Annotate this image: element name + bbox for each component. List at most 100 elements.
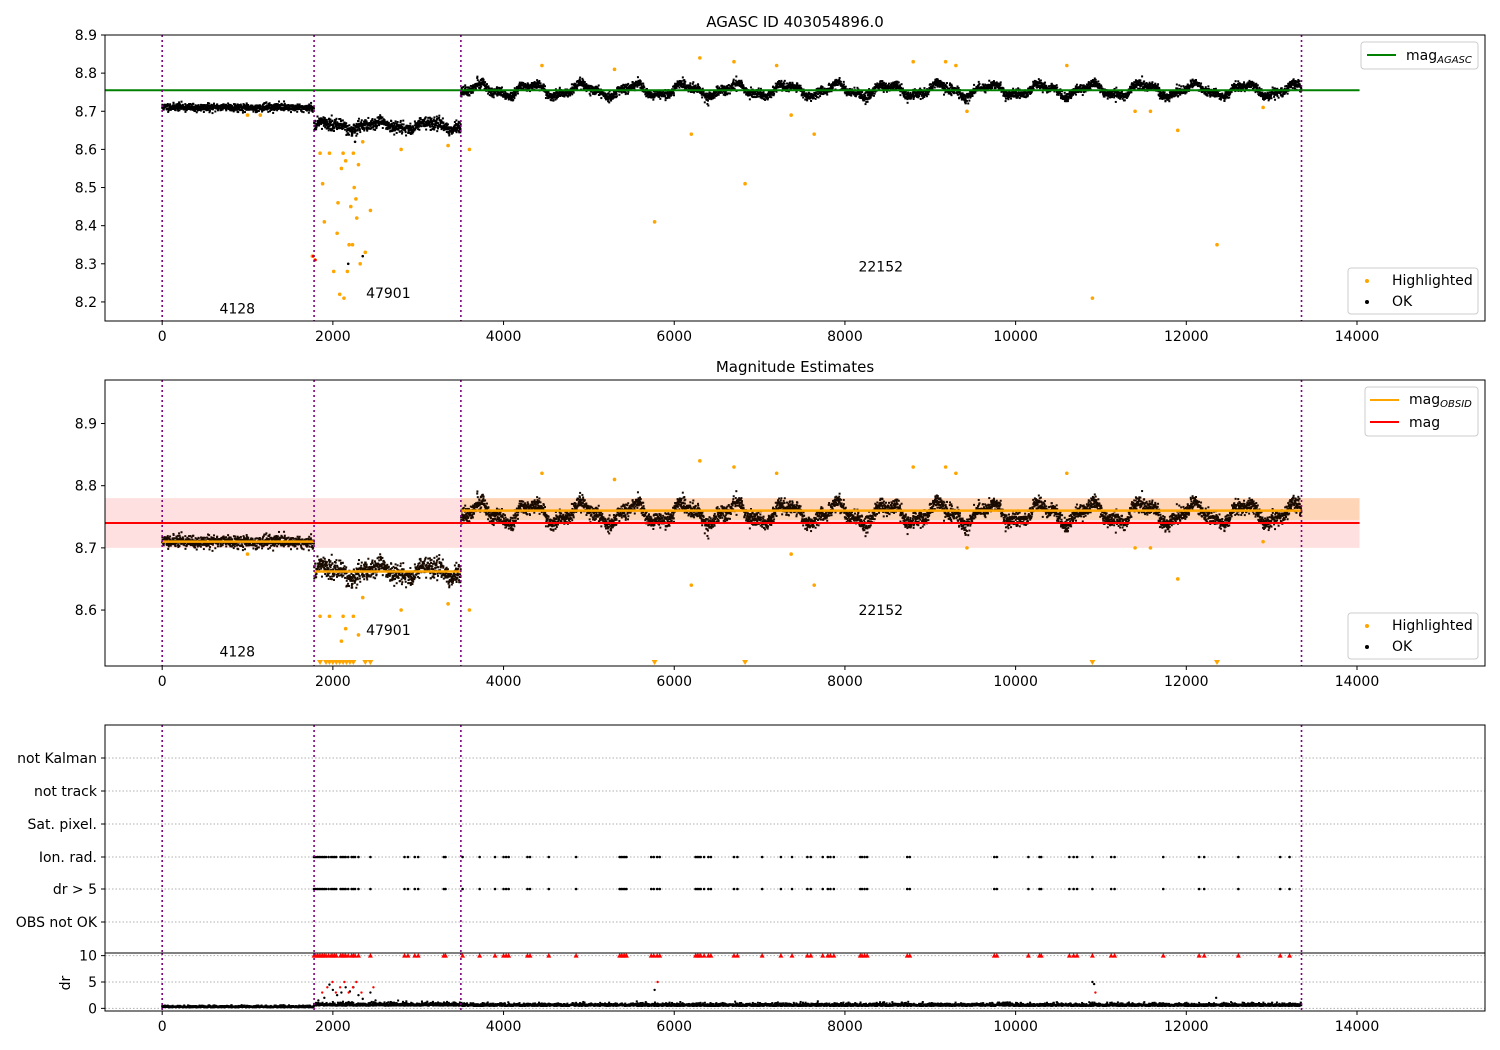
ok-point [1084,90,1087,93]
ok-point [350,129,353,132]
ok-point [646,94,649,97]
ok-point [706,99,709,102]
ok-point [243,104,246,107]
ok-point [511,91,514,94]
ok-point [903,90,906,93]
x-tick-label: 14000 [1335,329,1380,345]
ok-point [485,83,488,86]
ok-point [998,87,1001,90]
ok-point [397,128,400,131]
ok-point [632,83,635,86]
ok-point [416,123,419,126]
ok-point [749,86,752,89]
ok-point [750,95,753,98]
ok-point [1075,90,1078,93]
ok-point [1068,92,1071,95]
ok-point [815,92,818,95]
ok-point [1090,82,1093,85]
ok-point [191,107,194,110]
ok-point [275,105,278,108]
x-tick-label: 12000 [1164,329,1209,345]
ok-point [966,92,969,95]
ok-point [968,99,971,102]
ok-point [811,97,814,100]
ok-point [437,122,440,125]
ok-point [331,119,334,122]
ok-point [702,91,705,94]
ok-point [242,109,245,112]
ok-point [341,127,344,130]
y-tick-label: 8.6 [75,142,97,158]
ok-point [520,81,523,84]
ok-point [820,85,823,88]
panel-mag-agasc: AGASC ID 403054896.0 0 2000 4000 6000 8000 10… [75,13,1486,345]
ok-point [512,98,515,101]
ok-point [716,85,719,88]
ok-point [419,118,422,121]
ok-point [939,79,942,82]
ok-point [227,102,230,105]
ok-point [308,109,311,112]
ok-point [761,97,764,100]
ok-point [1044,86,1047,89]
ok-point [898,87,901,90]
ok-point [410,126,413,129]
ok-point [688,87,691,90]
ok-point [574,83,577,86]
ok-point [474,87,477,90]
ok-point [409,125,412,128]
ok-point [1048,85,1051,88]
ok-point [611,97,614,100]
ok-point [862,97,865,100]
ok-point [411,132,414,135]
ok-point [900,86,903,89]
ok-point [930,83,933,86]
ok-point [501,86,504,89]
ok-point [1090,85,1093,88]
ok-point [659,97,662,100]
ok-point [192,102,195,105]
ok-point [813,94,816,97]
ok-point [940,81,943,84]
ok-point [748,98,751,101]
ok-point [647,96,650,99]
ok-point [815,94,818,97]
ok-point [921,97,924,100]
ok-point [319,120,322,123]
ok-point [289,111,292,114]
ok-point [623,84,626,87]
ok-point [570,83,573,86]
ok-point [957,93,960,96]
ok-point [404,126,407,129]
ok-point [386,128,389,131]
ok-point [863,99,866,102]
ok-point [720,87,723,90]
ok-point [776,86,779,89]
ok-point [320,123,323,126]
ok-point [426,119,429,122]
ok-point [1032,87,1035,90]
ok-point [806,99,809,102]
ok-point [620,90,623,93]
ok-point [572,83,575,86]
ok-point [550,99,553,102]
ok-point [364,119,367,122]
ok-point [372,122,375,125]
ok-point [553,96,556,99]
ok-point [178,109,181,112]
ok-point [180,100,183,103]
ok-point [193,107,196,110]
ok-point [982,83,985,86]
ok-point [866,91,869,94]
ok-point [687,85,690,88]
ok-point [498,86,501,89]
ok-point [856,93,859,96]
ok-point [351,134,354,137]
ok-point [620,85,623,88]
ok-point [1080,90,1083,93]
ok-point [919,87,922,90]
ok-point [893,85,896,88]
ok-point [1038,87,1041,90]
ok-point [476,85,479,88]
ok-point [1015,96,1018,99]
